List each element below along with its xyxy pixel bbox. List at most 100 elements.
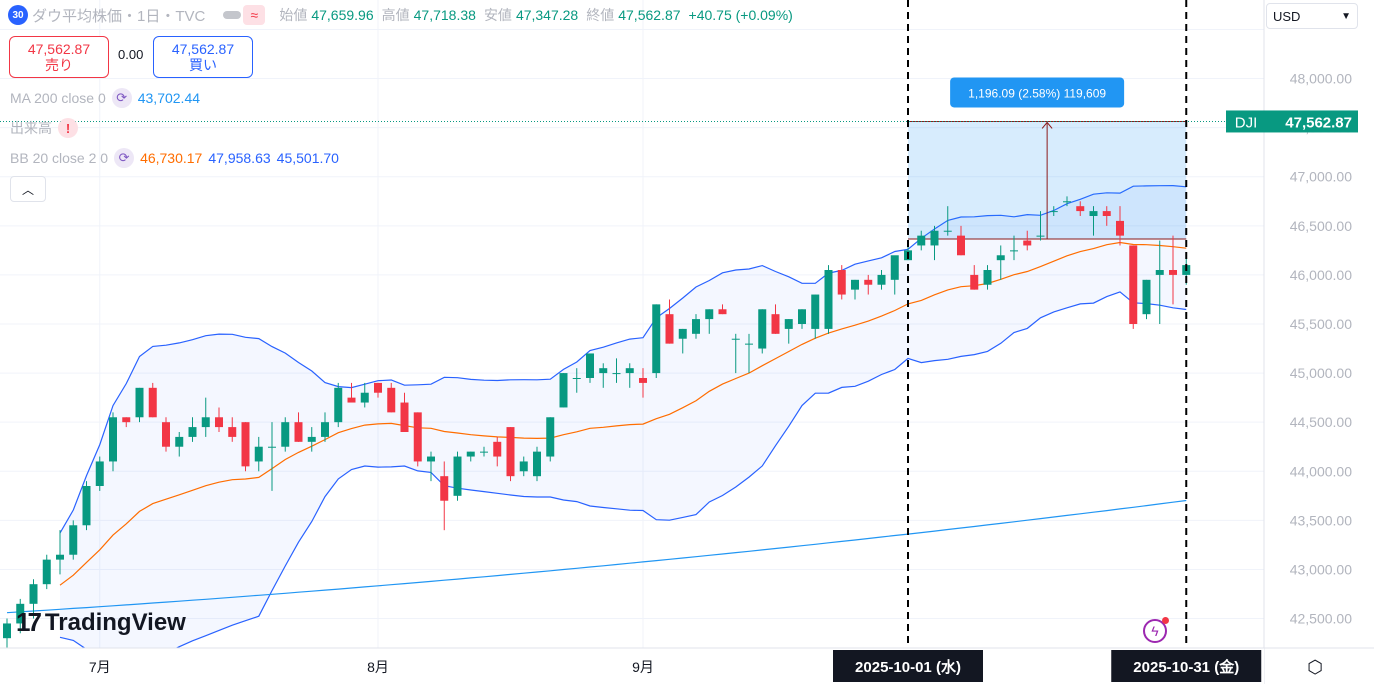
candle-body bbox=[559, 373, 568, 408]
chevron-down-icon: ▼ bbox=[1341, 10, 1351, 22]
time-tick-label: 8月 bbox=[367, 659, 389, 675]
candle-body bbox=[957, 235, 965, 256]
price-axis bbox=[1264, 0, 1374, 684]
bb-lower-line bbox=[59, 291, 1187, 668]
candle-body bbox=[228, 427, 237, 437]
chevron-up-icon: ︿ bbox=[21, 182, 34, 197]
candle-body bbox=[374, 382, 382, 393]
candle-body bbox=[427, 456, 435, 462]
price-tick-label: 45,000.00 bbox=[1290, 365, 1352, 381]
candle-body bbox=[387, 387, 396, 413]
candle-body bbox=[996, 255, 1005, 261]
candle-body bbox=[400, 402, 409, 432]
candle-body bbox=[69, 525, 78, 555]
range-date-tag bbox=[1111, 650, 1262, 682]
candle-body bbox=[95, 461, 104, 486]
candle-body bbox=[347, 397, 356, 403]
candle-body bbox=[625, 368, 634, 374]
ma-legend[interactable]: MA 200 close 0 ⟳ 43,702.44 bbox=[10, 88, 200, 108]
currency-select[interactable]: USD ▼ bbox=[1266, 3, 1358, 29]
close-value: 47,562.87 bbox=[618, 7, 681, 23]
loading-icon: ⟳ bbox=[111, 88, 132, 108]
candle-body bbox=[678, 328, 687, 339]
candle-body bbox=[983, 270, 992, 285]
open-label: 始値 bbox=[279, 7, 308, 23]
measure-label-box bbox=[950, 77, 1125, 108]
currency-label: USD bbox=[1273, 8, 1301, 24]
open-value: 47,659.96 bbox=[311, 7, 374, 23]
candle-body bbox=[652, 304, 661, 374]
candle-body bbox=[506, 427, 515, 477]
candle-body bbox=[82, 486, 91, 526]
candle-body bbox=[1036, 235, 1045, 237]
candle-body bbox=[109, 417, 117, 462]
settings-icon[interactable]: ⬡ bbox=[1307, 656, 1323, 677]
toggle-off-icon bbox=[223, 11, 242, 19]
candle-body bbox=[877, 274, 886, 285]
warning-icon[interactable]: ! bbox=[58, 118, 78, 138]
buy-button[interactable]: 47,562.87 買い bbox=[153, 36, 253, 78]
candle-body bbox=[440, 476, 449, 501]
ma-name: MA 200 close 0 bbox=[10, 90, 106, 106]
price-tick-label: 47,000.00 bbox=[1290, 169, 1352, 185]
candle-body bbox=[572, 378, 581, 379]
candle-body bbox=[784, 319, 793, 329]
measure-arrow-head bbox=[1041, 121, 1053, 129]
sell-button[interactable]: 47,562.87 売り bbox=[9, 36, 109, 78]
candle-body bbox=[864, 279, 873, 285]
bb-name: BB 20 close 2 0 bbox=[10, 150, 109, 166]
candle-body bbox=[215, 417, 223, 428]
sell-label: 売り bbox=[45, 57, 73, 73]
low-label: 安値 bbox=[483, 7, 512, 23]
ma-value: 43,702.44 bbox=[137, 90, 201, 106]
high-label: 高値 bbox=[381, 7, 410, 23]
buy-label: 買い bbox=[189, 57, 217, 73]
measure-label: 1,196.09 (2.58%) 119,609 bbox=[968, 86, 1106, 100]
market-status-toggle[interactable]: ≈ bbox=[223, 5, 266, 25]
high-value: 47,718.38 bbox=[413, 7, 476, 23]
ma200-line bbox=[6, 499, 1187, 614]
bb-legend[interactable]: BB 20 close 2 0 ⟳ 46,730.17 47,958.63 45… bbox=[10, 148, 339, 168]
price-tick-label: 43,000.00 bbox=[1290, 561, 1352, 577]
lightning-icon[interactable]: ϟ bbox=[1143, 617, 1169, 643]
candle-body bbox=[890, 255, 899, 280]
price-tick-label: 46,000.00 bbox=[1290, 267, 1352, 283]
price-tick-label: 44,500.00 bbox=[1290, 414, 1352, 430]
change-value: +40.75 (+0.09%) bbox=[688, 7, 793, 23]
candle-body bbox=[135, 387, 144, 418]
candle-body bbox=[1076, 206, 1085, 212]
candle-body bbox=[29, 584, 38, 604]
symbol-title[interactable]: ダウ平均株価・1日・TVC bbox=[32, 7, 206, 25]
collapse-legend-button[interactable]: ︿ bbox=[10, 176, 46, 202]
candle-body bbox=[148, 387, 157, 418]
bb-band-fill bbox=[60, 185, 1187, 667]
bb-basis-value: 46,730.17 bbox=[140, 150, 203, 166]
bb-upper-line bbox=[59, 184, 1187, 534]
bb-upper-value: 47,958.63 bbox=[208, 150, 271, 166]
candle-body bbox=[705, 309, 714, 320]
candle-body bbox=[665, 314, 674, 344]
symbol-tag-label: DJI bbox=[1235, 114, 1258, 131]
candle-body bbox=[943, 230, 952, 232]
candle-body bbox=[798, 309, 806, 324]
candle-body bbox=[970, 274, 979, 290]
sell-price: 47,562.87 bbox=[27, 41, 91, 57]
candle-body bbox=[599, 368, 608, 374]
symbol-badge[interactable]: 30 bbox=[8, 5, 28, 25]
candle-body bbox=[493, 441, 502, 457]
loading-icon: ⟳ bbox=[114, 148, 135, 168]
candle-body bbox=[917, 235, 926, 246]
tv-logo-icon: 17 bbox=[16, 607, 42, 637]
candle-body bbox=[16, 603, 25, 624]
tradingview-logo: 17 TradingView bbox=[16, 607, 186, 638]
candle-body bbox=[241, 422, 250, 467]
price-tick-label: 42,500.00 bbox=[1290, 611, 1352, 627]
last-price-label: 47,562.87 bbox=[1285, 114, 1352, 131]
volume-legend[interactable]: 出来高 ! bbox=[10, 118, 78, 138]
candle-body bbox=[1142, 279, 1151, 315]
candle-body bbox=[1010, 250, 1018, 252]
candle-body bbox=[745, 343, 753, 345]
candle-body bbox=[519, 461, 528, 472]
candle-body bbox=[1063, 201, 1071, 203]
